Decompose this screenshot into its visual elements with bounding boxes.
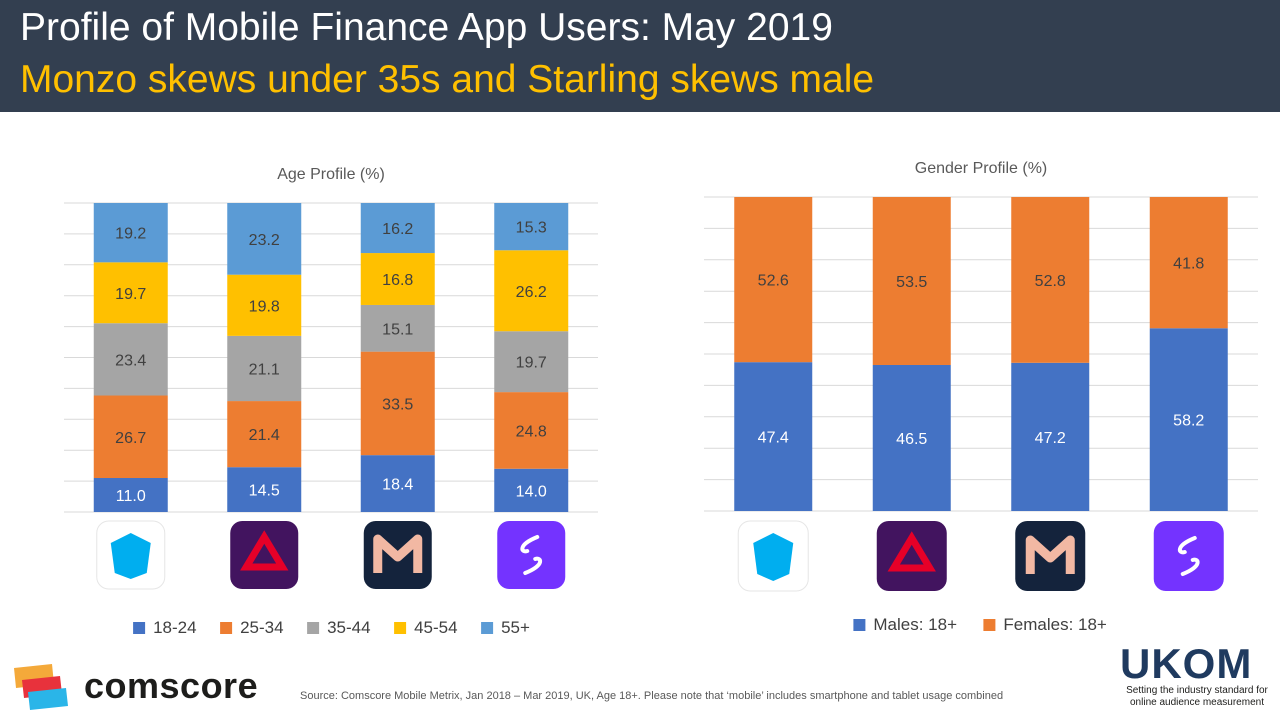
bar-segment bbox=[93, 478, 168, 512]
bar-segment bbox=[1149, 197, 1228, 329]
data-label: 14.0 bbox=[516, 483, 547, 500]
legend-swatch bbox=[394, 622, 407, 634]
bar-segment bbox=[227, 203, 302, 275]
data-label: 16.8 bbox=[382, 272, 413, 289]
data-label: 23.4 bbox=[115, 352, 146, 369]
data-label: 19.7 bbox=[516, 355, 547, 372]
eagle-icon bbox=[110, 533, 151, 579]
data-label: 23.2 bbox=[249, 232, 280, 249]
data-label: 52.8 bbox=[1035, 273, 1066, 290]
bar-segment bbox=[93, 262, 168, 324]
bar-segment bbox=[360, 351, 435, 456]
bar-segment bbox=[93, 323, 168, 396]
gender-profile-chart: Gender Profile (%) 47.4 52.6 46.5 53.5 47.2 52… bbox=[704, 160, 1258, 634]
monzo-m-icon bbox=[1025, 535, 1075, 574]
bar-segment bbox=[227, 335, 302, 402]
data-label: 15.1 bbox=[382, 321, 413, 338]
ukom-logo-text: UKOM bbox=[1120, 640, 1253, 687]
bar-segment bbox=[494, 392, 569, 469]
natwest-app-icon bbox=[230, 521, 299, 589]
data-label: 33.5 bbox=[382, 396, 413, 413]
data-label: 47.4 bbox=[758, 430, 789, 447]
source-note: Source: Comscore Mobile Metrix, Jan 2018… bbox=[300, 690, 1004, 702]
legend-label: Females: 18+ bbox=[1003, 615, 1107, 634]
data-label: 16.2 bbox=[382, 221, 413, 238]
bar-segment bbox=[872, 197, 951, 365]
natwest-cubes-icon bbox=[887, 531, 936, 572]
bar-segment bbox=[1011, 197, 1090, 363]
bar-segment bbox=[227, 401, 302, 468]
bar-segment bbox=[494, 250, 569, 332]
eagle-icon bbox=[753, 533, 794, 581]
monzo-m-icon bbox=[373, 534, 423, 573]
legend-swatch bbox=[853, 619, 866, 631]
legend-swatch bbox=[983, 619, 996, 631]
natwest-app-icon bbox=[876, 521, 947, 591]
bar-segment bbox=[734, 197, 813, 363]
starling-s-icon bbox=[520, 535, 542, 575]
legend-label: Males: 18+ bbox=[873, 615, 957, 634]
legend-label: 55+ bbox=[501, 618, 530, 637]
bar-segment bbox=[227, 467, 302, 512]
data-label: 11.0 bbox=[116, 488, 146, 505]
starling-app-icon bbox=[497, 521, 566, 589]
bar-segment bbox=[227, 274, 302, 336]
legend-label: 35-44 bbox=[327, 618, 370, 637]
charts-area: Age Profile (%) 11.0 26.7 23.4 19.7 19.2 14.5 2… bbox=[64, 160, 1258, 637]
data-label: 47.2 bbox=[1035, 430, 1066, 447]
legend-swatch bbox=[481, 622, 494, 634]
legend-swatch bbox=[220, 622, 233, 634]
bar-segment bbox=[872, 364, 951, 511]
bar-segment bbox=[1149, 328, 1228, 511]
bar-segment bbox=[93, 203, 168, 263]
legend-label: 45-54 bbox=[414, 618, 457, 637]
legend-label: 18-24 bbox=[153, 618, 196, 637]
data-label: 21.1 bbox=[249, 361, 280, 378]
bar-segment bbox=[1011, 362, 1090, 511]
bar-segment bbox=[494, 331, 569, 393]
bar-segment bbox=[494, 468, 569, 512]
data-label: 19.8 bbox=[249, 298, 280, 315]
data-label: 21.4 bbox=[249, 427, 280, 444]
data-label: 26.2 bbox=[516, 284, 547, 301]
page-title: Profile of Mobile Finance App Users: May… bbox=[20, 6, 833, 49]
age-profile-chart: Age Profile (%) 11.0 26.7 23.4 19.7 19.2 14.5 2… bbox=[64, 166, 598, 637]
comscore-logo-text: comscore bbox=[84, 665, 259, 706]
bar-segment bbox=[360, 455, 435, 512]
natwest-cubes-icon bbox=[240, 530, 289, 571]
data-label: 52.6 bbox=[758, 273, 789, 290]
data-label: 41.8 bbox=[1173, 256, 1204, 273]
data-label: 26.7 bbox=[115, 430, 146, 447]
data-label: 14.5 bbox=[249, 483, 280, 500]
bar-segment bbox=[494, 203, 569, 251]
starling-app-icon bbox=[1153, 521, 1224, 591]
data-label: 46.5 bbox=[896, 431, 927, 448]
header-banner: Profile of Mobile Finance App Users: May… bbox=[0, 0, 1280, 112]
data-label: 19.7 bbox=[115, 286, 146, 303]
chart-title: Age Profile (%) bbox=[277, 166, 385, 183]
starling-s-icon bbox=[1178, 536, 1200, 576]
data-label: 18.4 bbox=[382, 477, 413, 494]
data-label: 58.2 bbox=[1173, 413, 1204, 430]
legend-label: 25-34 bbox=[240, 618, 283, 637]
ukom-tagline: Setting the industry standard for online… bbox=[1126, 685, 1268, 708]
bar-segment bbox=[360, 304, 435, 352]
chart-title: Gender Profile (%) bbox=[915, 160, 1048, 177]
legend-swatch bbox=[133, 622, 146, 634]
bar-segment bbox=[360, 253, 435, 305]
legend-swatch bbox=[307, 622, 320, 634]
comscore-logo-icon bbox=[14, 664, 68, 710]
bar-segment bbox=[93, 395, 168, 479]
data-label: 24.8 bbox=[516, 423, 547, 440]
page-subtitle: Monzo skews under 35s and Starling skews… bbox=[20, 58, 875, 101]
data-label: 15.3 bbox=[516, 220, 547, 237]
bar-segment bbox=[734, 362, 813, 511]
data-label: 19.2 bbox=[115, 226, 146, 243]
data-label: 53.5 bbox=[896, 274, 927, 291]
bar-segment bbox=[360, 203, 435, 254]
